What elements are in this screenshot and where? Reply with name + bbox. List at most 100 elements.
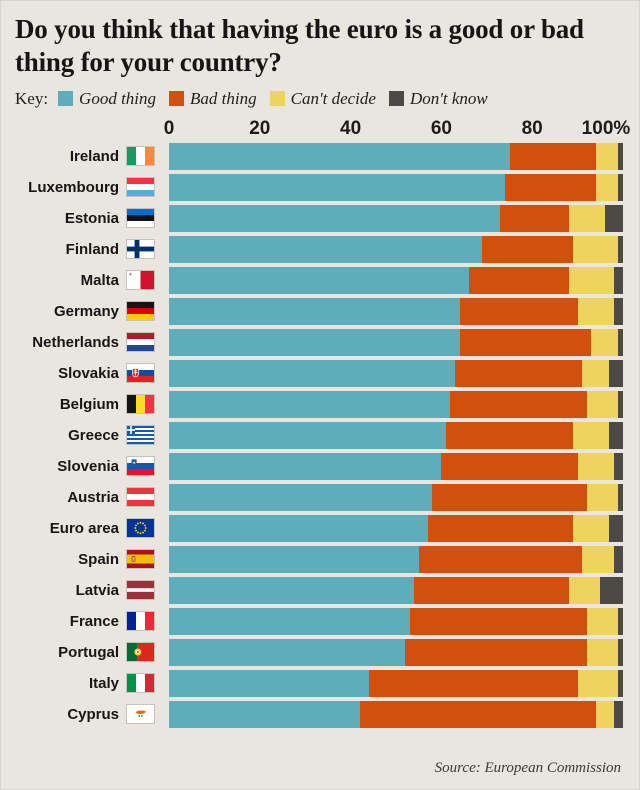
- country-label: Slovenia: [57, 457, 119, 475]
- segment-can-t-decide: [595, 173, 619, 201]
- stacked-bar: [169, 700, 623, 728]
- stacked-bar: [169, 421, 623, 449]
- country-label: Ireland: [69, 147, 119, 165]
- legend-items: Good thing Bad thing Can't decide Don't kno…: [58, 89, 493, 109]
- segment-don-t-know: [618, 390, 623, 418]
- country-label: Belgium: [59, 395, 119, 413]
- segment-can-t-decide: [568, 204, 605, 232]
- ireland-flag-icon: [127, 147, 154, 166]
- chart-row: Belgium: [15, 390, 623, 418]
- segment-don-t-know: [618, 607, 623, 635]
- legend-label: Don't know: [409, 88, 488, 108]
- estonia-flag-icon: [127, 209, 154, 228]
- segment-bad-thing: [459, 328, 592, 356]
- axis-tick: 0: [163, 117, 175, 139]
- segment-bad-thing: [432, 483, 587, 511]
- slovakia-flag-icon: [127, 364, 154, 383]
- segment-good-thing: [169, 669, 369, 697]
- segment-can-t-decide: [568, 576, 601, 604]
- chart-row: Cyprus: [15, 700, 623, 728]
- segment-don-t-know: [618, 328, 623, 356]
- segment-can-t-decide: [586, 607, 619, 635]
- segment-bad-thing: [405, 638, 587, 666]
- legend-label: Bad thing: [190, 88, 257, 108]
- segment-can-t-decide: [582, 545, 614, 573]
- segment-good-thing: [169, 607, 410, 635]
- segment-good-thing: [169, 638, 406, 666]
- spain-flag-icon: [127, 550, 154, 569]
- segment-don-t-know: [618, 173, 623, 201]
- legend-item-bad-thing: Bad thing: [169, 89, 257, 109]
- stacked-bar: [169, 266, 623, 294]
- legend-label: Good thing: [79, 88, 157, 108]
- portugal-flag-icon: [127, 643, 154, 662]
- segment-bad-thing: [468, 266, 569, 294]
- euro-area-flag-icon: [127, 519, 154, 538]
- chart-title: Do you think that having the euro is a g…: [15, 14, 584, 77]
- country-label: Euro area: [49, 519, 119, 537]
- stacked-bar: [169, 607, 623, 635]
- chart-row: Greece: [15, 421, 623, 449]
- country-label: Germany: [53, 302, 119, 320]
- segment-don-t-know: [609, 514, 623, 542]
- segment-can-t-decide: [595, 700, 614, 728]
- malta-flag-icon: [127, 271, 154, 290]
- country-label: Italy: [88, 674, 119, 692]
- chart-rows: Ireland Luxembourg Estonia Finland Malta Germ…: [15, 142, 623, 732]
- legend-item-good-thing: Good thing: [58, 89, 156, 109]
- country-label: Finland: [65, 240, 119, 258]
- segment-good-thing: [169, 576, 415, 604]
- segment-don-t-know: [613, 452, 623, 480]
- segment-bad-thing: [359, 700, 596, 728]
- segment-can-t-decide: [568, 266, 614, 294]
- segment-don-t-know: [613, 297, 623, 325]
- segment-don-t-know: [613, 700, 623, 728]
- country-label: Luxembourg: [28, 178, 119, 196]
- chart-row: Italy: [15, 669, 623, 697]
- segment-bad-thing: [459, 297, 578, 325]
- axis-row: 0 20 40 60 80 100%: [15, 115, 631, 141]
- chart-row: Luxembourg: [15, 173, 623, 201]
- segment-good-thing: [169, 173, 505, 201]
- segment-don-t-know: [618, 669, 623, 697]
- segment-can-t-decide: [586, 390, 619, 418]
- segment-bad-thing: [504, 173, 596, 201]
- axis-tick: 60: [430, 117, 452, 139]
- segment-can-t-decide: [577, 297, 614, 325]
- segment-bad-thing: [455, 359, 583, 387]
- segment-good-thing: [169, 421, 446, 449]
- chart-row: Portugal: [15, 638, 623, 666]
- segment-don-t-know: [600, 576, 623, 604]
- country-label: Latvia: [75, 581, 119, 599]
- legend: Key: Good thing Bad thing Can't decide Don'…: [15, 89, 623, 109]
- segment-good-thing: [169, 359, 456, 387]
- country-label: Netherlands: [32, 333, 119, 351]
- bad-thing-swatch: [169, 91, 185, 107]
- segment-bad-thing: [441, 452, 578, 480]
- chart-row: Slovenia: [15, 452, 623, 480]
- segment-bad-thing: [445, 421, 574, 449]
- segment-can-t-decide: [591, 328, 619, 356]
- segment-good-thing: [169, 514, 428, 542]
- segment-good-thing: [169, 235, 483, 263]
- axis-tick: 20: [249, 117, 271, 139]
- segment-bad-thing: [427, 514, 574, 542]
- greece-flag-icon: [127, 426, 154, 445]
- segment-good-thing: [169, 545, 419, 573]
- can-t-decide-swatch: [269, 91, 285, 107]
- segment-don-t-know: [618, 638, 623, 666]
- netherlands-flag-icon: [127, 333, 154, 352]
- segment-bad-thing: [500, 204, 569, 232]
- segment-don-t-know: [609, 359, 623, 387]
- stacked-bar: [169, 235, 623, 263]
- segment-don-t-know: [609, 421, 623, 449]
- axis-tick: 80: [521, 117, 543, 139]
- segment-can-t-decide: [573, 421, 610, 449]
- stacked-bar: [169, 142, 623, 170]
- segment-bad-thing: [368, 669, 578, 697]
- stacked-bar: [169, 638, 623, 666]
- country-label: Austria: [67, 488, 119, 506]
- country-label: Malta: [80, 271, 119, 289]
- axis-tick: 100%: [581, 117, 631, 139]
